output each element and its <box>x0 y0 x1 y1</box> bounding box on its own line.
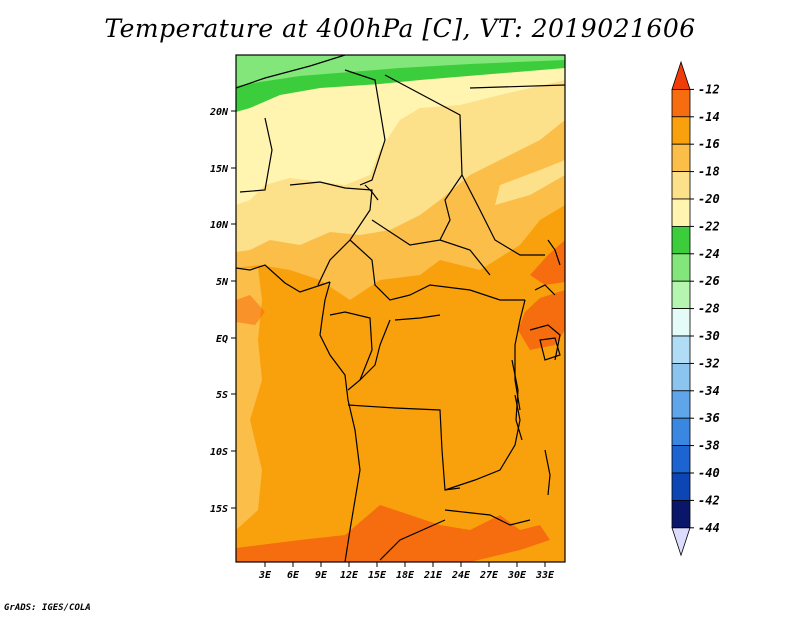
colorbar-label: -42 <box>698 493 720 507</box>
map-frame <box>235 54 566 563</box>
colorbar-label: -12 <box>698 82 720 96</box>
border-zambia <box>444 394 521 491</box>
border-sahara-3 <box>384 74 463 241</box>
river-congo <box>394 314 441 321</box>
colorbar-swatch <box>671 116 691 145</box>
colorbar-swatch <box>671 362 691 392</box>
lake-tanganyika <box>511 359 523 441</box>
lon-labels: 3E 6E 9E 12E 15E 18E 21E 24E 27E 30E 33E <box>258 570 555 581</box>
lake-malawi <box>544 449 551 496</box>
lat-labels: 20N 15N 10N 5N EQ 5S 10S 15S <box>209 107 229 515</box>
field-band-minus-21 <box>236 55 565 205</box>
colorbar-label: -28 <box>698 302 720 316</box>
field-band-minus-17-west <box>236 268 262 530</box>
border-chad-car <box>371 219 491 276</box>
colorbar-label: -36 <box>698 411 720 425</box>
colorbar-label: -40 <box>698 466 720 480</box>
colorbar-label: -32 <box>698 356 720 370</box>
lon-label-24e: 24E <box>451 570 471 581</box>
colorbar-swatch <box>671 308 691 337</box>
colorbar-swatch <box>671 225 691 255</box>
colorbar-label: -22 <box>698 219 720 233</box>
border-congo <box>329 311 373 391</box>
field-band-minus-13-south <box>236 505 550 562</box>
colorbar-label: -24 <box>698 247 720 261</box>
east-coast <box>547 239 561 266</box>
colorbar-swatch <box>671 143 691 172</box>
colorbar-label: -16 <box>698 137 720 151</box>
lon-axis <box>264 562 546 567</box>
colorbar-swatch <box>671 499 691 529</box>
lat-label-20n: 20N <box>209 107 229 118</box>
lon-label-9e: 9E <box>315 570 328 581</box>
lat-label-10n: 10N <box>210 220 229 231</box>
lon-label-15e: 15E <box>368 570 387 581</box>
colorbar-labels: -12 -14 -16 -18 -20 -22 -24 -26 -28 -30 -32 -34 -36 -… <box>698 82 720 534</box>
grads-credit: GrADS: IGES/COLA <box>4 603 91 613</box>
lat-label-5n: 5N <box>216 277 229 288</box>
border-sahara-1 <box>236 55 346 89</box>
field-band-minus-13-east <box>530 240 565 285</box>
colorbar-label: -18 <box>698 165 720 179</box>
border-lakes-1 <box>514 299 526 411</box>
lat-label-eq: EQ <box>216 334 228 345</box>
colorbar-swatch <box>671 280 691 310</box>
lon-label-18e: 18E <box>396 570 415 581</box>
colorbar-label: -20 <box>698 192 720 206</box>
colorbar-swatch <box>671 253 691 282</box>
colorbar-label: -34 <box>698 384 720 398</box>
lat-axis <box>231 110 236 509</box>
border-sahara-2 <box>344 69 386 186</box>
lon-label-12e: 12E <box>340 570 359 581</box>
colorbar-swatch <box>671 472 691 501</box>
lon-label-33e: 33E <box>535 570 555 581</box>
colorbar-label: -30 <box>698 329 720 343</box>
lon-label-6e: 6E <box>287 570 300 581</box>
lake-chad <box>364 184 379 201</box>
field-band-minus-13-lakes <box>518 290 565 350</box>
colorbar <box>671 60 694 557</box>
border-nigeria <box>289 181 373 286</box>
border-sudan <box>461 174 545 256</box>
colorbar-label: -38 <box>698 439 720 453</box>
colorbar-swatch <box>671 171 691 200</box>
colorbar-swatch <box>671 527 691 557</box>
border-sahara-4 <box>469 84 565 89</box>
border-mali-niger <box>239 117 273 193</box>
colorbar-swatch <box>671 335 691 364</box>
west-africa-coast <box>236 264 331 293</box>
chart-title: Temperature at 400hPa [C], VT: 201902160… <box>104 14 696 43</box>
lon-label-27e: 27E <box>479 570 499 581</box>
colorbar-swatch <box>671 89 691 118</box>
border-south <box>444 509 531 526</box>
border-east <box>534 284 556 296</box>
lat-label-10s: 10S <box>210 447 228 458</box>
colorbar-label: -26 <box>698 274 720 288</box>
lake-victoria <box>539 337 561 361</box>
field-band-minus-25 <box>236 55 565 86</box>
coastlines-and-borders <box>236 55 565 562</box>
border-drc-west <box>359 319 391 381</box>
colorbar-swatch <box>671 390 691 419</box>
lon-label-30e: 30E <box>507 570 527 581</box>
lat-label-5s: 5S <box>216 390 228 401</box>
border-car-drc <box>409 284 525 301</box>
colorbar-swatch <box>671 445 691 474</box>
field-band-minus-13-coast-blob <box>236 295 265 325</box>
colorbar-label: -14 <box>698 110 720 124</box>
colorbar-label: -44 <box>698 521 720 535</box>
field-band-minus-19-east <box>495 160 565 205</box>
border-cameroon <box>349 239 411 301</box>
colorbar-swatch <box>671 417 691 447</box>
lat-label-15s: 15S <box>210 504 228 515</box>
lat-label-15n: 15N <box>210 164 229 175</box>
map-panel <box>236 55 565 562</box>
colorbar-swatch <box>671 60 691 90</box>
central-africa-coast <box>319 281 361 562</box>
colorbar-swatch <box>671 198 691 227</box>
lon-label-3e: 3E <box>258 570 272 581</box>
lon-label-21e: 21E <box>423 570 443 581</box>
border-south-2 <box>379 519 446 561</box>
